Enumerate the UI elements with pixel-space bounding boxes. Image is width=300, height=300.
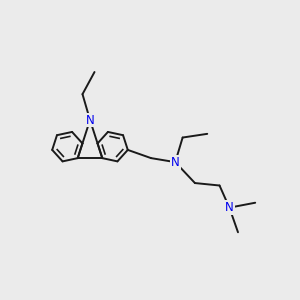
Text: N: N xyxy=(225,201,234,214)
Text: N: N xyxy=(171,156,180,169)
Text: N: N xyxy=(85,113,94,127)
